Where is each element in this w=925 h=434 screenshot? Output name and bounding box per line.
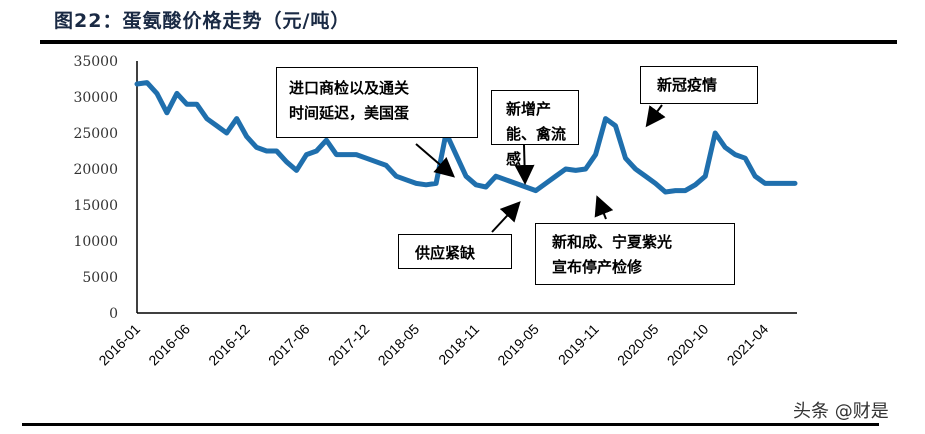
annotation-import-delay: 进口商检以及通关 时间延迟，美国蛋 (276, 67, 478, 138)
annotation-line: 新和成、宁夏紫光 (552, 233, 673, 251)
y-tick-label: 25000 (73, 126, 118, 142)
annotation-line: 宣布停产检修 (552, 258, 643, 276)
y-tick-label: 0 (109, 306, 118, 322)
arrow-import (415, 143, 456, 178)
y-tick-label: 10000 (73, 234, 118, 250)
x-tick-label: 2021-04 (724, 321, 772, 369)
x-tick-label: 2020-05 (614, 321, 662, 369)
y-tick-label: 5000 (82, 270, 118, 286)
x-tick-label: 2017-12 (325, 321, 373, 369)
arrow-covid (645, 104, 666, 128)
annotation-covid: 新冠疫情 (640, 66, 758, 104)
x-tick-label: 2020-10 (664, 321, 712, 369)
y-tick-label: 35000 (73, 54, 118, 70)
title-divider (40, 40, 897, 44)
price-line (134, 80, 798, 195)
x-tick-label: 2016-06 (145, 321, 193, 369)
annotation-shutdown: 新和成、宁夏紫光 宣布停产检修 (535, 223, 735, 285)
x-tick-label: 2018-11 (435, 321, 482, 368)
bottom-divider (22, 423, 879, 426)
y-tick-label: 15000 (73, 198, 118, 214)
chart-title: 图22：蛋氨酸价格走势（元/吨） (54, 10, 351, 32)
arrow-shutdown (594, 195, 614, 220)
y-tick-label: 30000 (73, 90, 118, 106)
x-tick-label: 2018-05 (375, 321, 423, 369)
x-tick-label: 2019-11 (555, 321, 602, 368)
annotation-arrows (415, 104, 666, 233)
annotation-supply-shortage: 供应紧缺 (398, 234, 512, 269)
arrow-supply (491, 201, 521, 233)
annotation-line: 供应紧缺 (415, 244, 476, 262)
annotation-line: 感 (506, 150, 522, 168)
annotation-line: 时间延迟，美国蛋 (289, 104, 410, 122)
annotation-line: 进口商检以及通关 (289, 79, 410, 97)
axes (136, 61, 797, 314)
annotation-line: 新冠疫情 (657, 76, 718, 94)
x-tick-label: 2017-06 (265, 321, 313, 369)
x-tick-labels: 2016-01 2016-06 2016-12 2017-06 2017-12 2018-… (95, 321, 771, 369)
annotation-line: 新增产 (506, 100, 552, 118)
y-tick-labels: 0 5000 10000 15000 20000 25000 30000 35000 (73, 54, 118, 322)
y-tick-label: 20000 (73, 162, 118, 178)
annotation-line: 能、禽流 (506, 125, 567, 143)
x-tick-label: 2019-05 (494, 321, 542, 369)
watermark: 头条 @财是 (793, 401, 889, 422)
annotation-new-capacity: 新增产 能、禽流 感 (491, 90, 579, 168)
x-tick-label: 2016-12 (205, 321, 253, 369)
arrow-capacity (514, 144, 535, 185)
x-tick-label: 2016-01 (95, 321, 143, 369)
